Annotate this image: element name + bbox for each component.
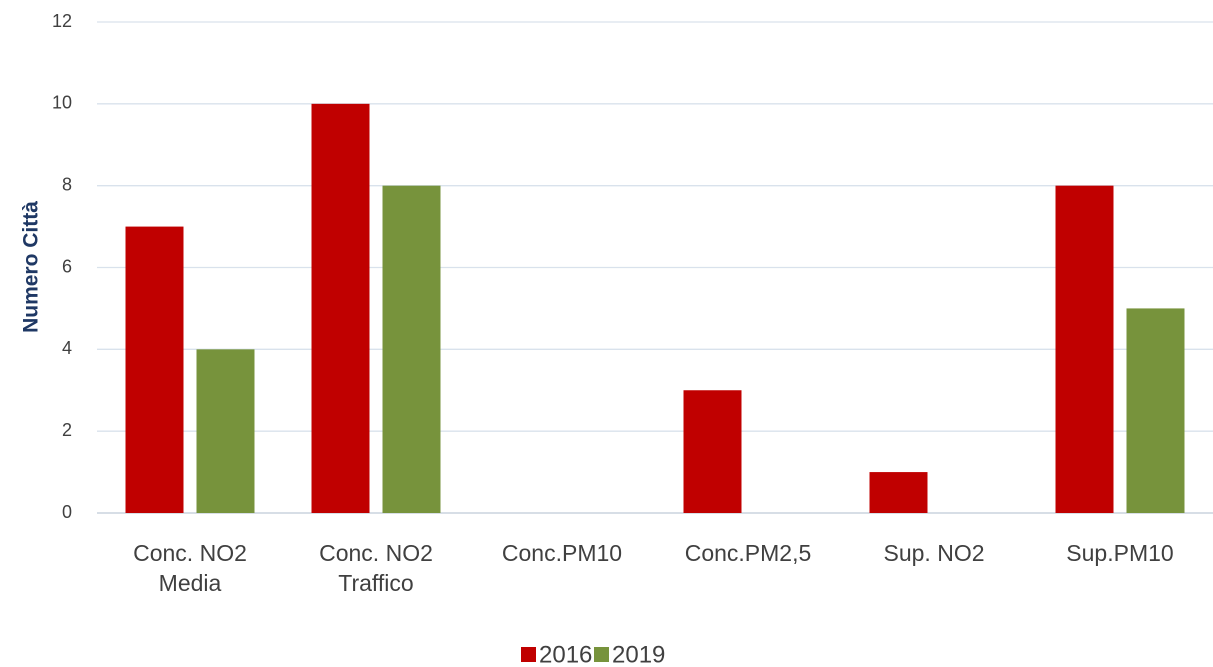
bar [1055,185,1114,513]
bar [869,472,928,513]
x-tick-label: Conc. NO2 Traffico [319,540,433,596]
y-axis-label: Numero Città [20,201,43,333]
y-tick-label: 10 [52,93,72,113]
bar [196,349,255,513]
bar [125,226,184,514]
legend-label: 2016 [539,641,592,667]
x-tick-label: Sup.PM10 [1066,540,1174,566]
x-tick-label: Conc.PM10 [501,540,623,566]
legend-label: 2019 [612,641,665,667]
y-tick-label: 6 [62,256,72,276]
legend-swatch [521,647,536,662]
y-tick-label: 0 [62,502,72,522]
y-tick-label: 4 [62,338,72,358]
x-tick-label: Conc.PM2,5 [684,540,812,566]
bar [311,103,370,513]
y-tick-label: 8 [62,174,72,194]
bar [382,185,441,513]
y-tick-label: 2 [62,420,72,440]
x-tick-label: Sup. NO2 [883,540,985,566]
legend-swatch [594,647,609,662]
x-tick-label: Conc. NO2 Media [133,540,247,596]
bar [683,390,742,513]
y-tick-label: 12 [52,11,72,31]
bar [1126,308,1185,513]
